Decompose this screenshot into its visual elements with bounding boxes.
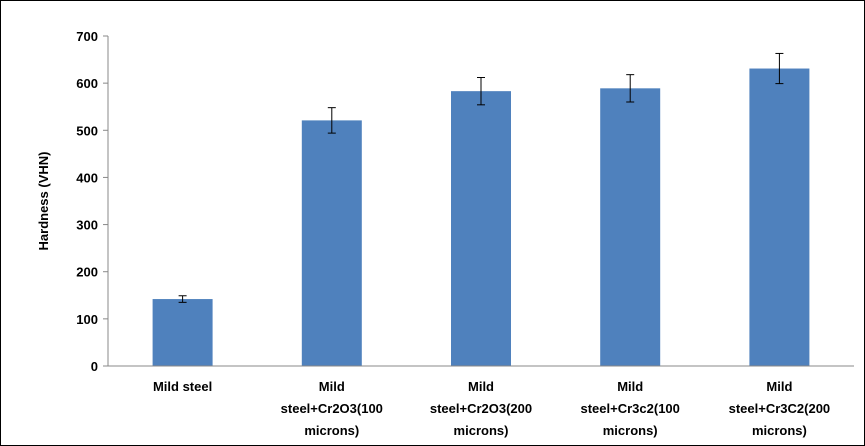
x-tick-label: Mild steel+Cr3c2(100 microns) xyxy=(581,379,680,438)
y-tick-label: 700 xyxy=(76,29,98,44)
x-tick-label-line: Mild xyxy=(617,379,643,394)
bar xyxy=(301,120,362,366)
y-tick-label: 400 xyxy=(76,170,98,185)
x-axis-labels: Mild steel Mild steel+Cr2O3(100 microns)Mil… xyxy=(153,379,830,438)
y-tick-label: 200 xyxy=(76,265,98,280)
bar xyxy=(600,88,661,366)
y-axis-ticks: 0 100 200 300 400 500 600 700 xyxy=(76,29,108,374)
x-tick-label-line: steel+Cr3C2(200 xyxy=(729,401,831,416)
x-tick-label-line: Mild xyxy=(766,379,792,394)
y-tick-label: 300 xyxy=(76,218,98,233)
y-tick-label: 600 xyxy=(76,76,98,91)
x-tick-label-line: microns) xyxy=(304,423,359,438)
x-tick-label-line: steel+Cr2O3(200 xyxy=(430,401,532,416)
x-tick-label: Mild steel+Cr3C2(200 microns) xyxy=(729,379,831,438)
x-tick-label: Mild steel+Cr2O3(200 microns) xyxy=(430,379,532,438)
x-tick-label-line: Mild xyxy=(468,379,494,394)
bars-group xyxy=(152,68,810,367)
x-tick-label-line: microns) xyxy=(752,423,807,438)
x-tick-label-line: Mild xyxy=(319,379,345,394)
bar xyxy=(451,91,511,367)
x-tick-label: Mild steel+Cr2O3(100 microns) xyxy=(281,379,383,438)
x-tick-label-line: steel+Cr3c2(100 xyxy=(581,401,680,416)
y-tick-label: 500 xyxy=(76,123,98,138)
bar xyxy=(152,299,213,366)
bar xyxy=(749,68,810,367)
y-tick-label: 0 xyxy=(91,359,98,374)
error-bars-group xyxy=(178,52,784,303)
x-tick-label-line: microns) xyxy=(603,423,658,438)
y-axis-title: Hardness (VHN) xyxy=(36,152,51,251)
y-tick-label: 100 xyxy=(76,312,98,327)
x-tick-label-line: steel+Cr2O3(100 xyxy=(281,401,383,416)
x-tick-label-line: microns) xyxy=(454,423,509,438)
x-tick-label: Mild steel xyxy=(153,379,212,394)
x-tick-label-line: Mild steel xyxy=(153,379,212,394)
